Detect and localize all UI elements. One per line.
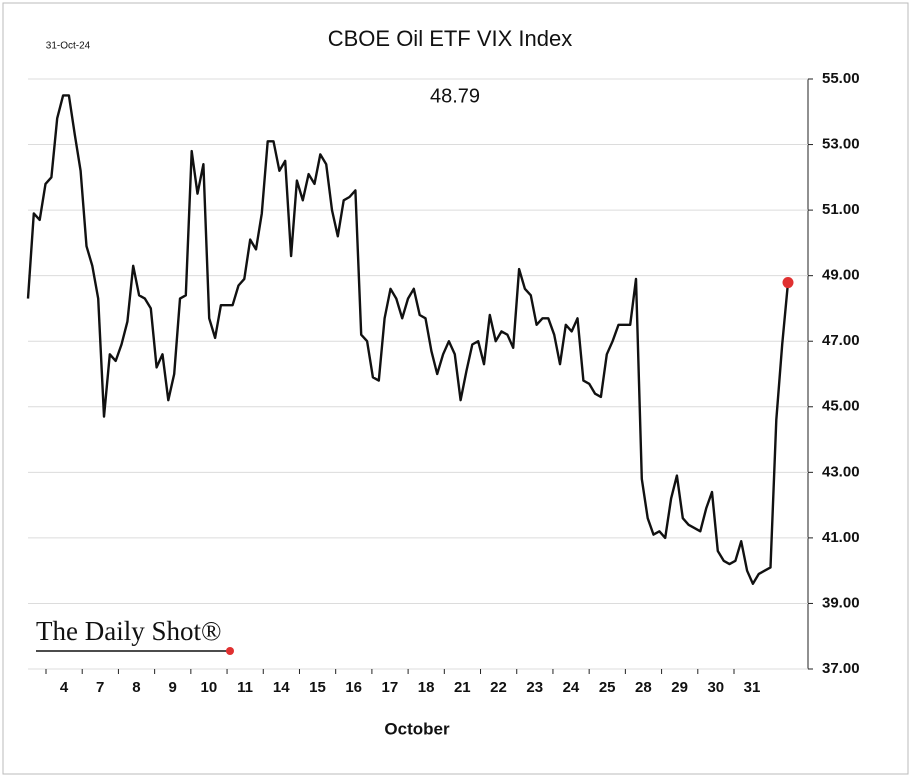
x-tick-label: 7 — [96, 679, 104, 696]
x-tick-label: 24 — [563, 679, 580, 696]
y-tick-label: 37.00 — [822, 660, 860, 677]
x-tick-label: 14 — [273, 679, 290, 696]
last-value: 48.79 — [430, 85, 480, 107]
y-tick-label: 47.00 — [822, 332, 860, 349]
x-tick-label: 18 — [418, 679, 435, 696]
source-logo: The Daily Shot® — [36, 616, 222, 646]
x-tick-label: 15 — [309, 679, 326, 696]
y-tick-label: 51.00 — [822, 201, 860, 218]
x-tick-label: 4 — [60, 679, 69, 696]
date: 31-Oct-24 — [46, 41, 91, 52]
x-tick-label: 21 — [454, 679, 471, 696]
x-tick-label: 23 — [526, 679, 543, 696]
y-tick-label: 43.00 — [822, 463, 860, 480]
x-axis-label: October — [384, 719, 450, 738]
series-line — [26, 94, 790, 585]
x-tick-label: 9 — [168, 679, 176, 696]
logo-dot — [226, 647, 234, 655]
x-tick-label: 17 — [382, 679, 399, 696]
x-tick-label: 29 — [671, 679, 688, 696]
y-tick-label: 39.00 — [822, 594, 860, 611]
x-tick-label: 28 — [635, 679, 652, 696]
y-tick-label: 45.00 — [822, 398, 860, 415]
y-tick-label: 41.00 — [822, 529, 860, 546]
y-tick-label: 53.00 — [822, 136, 860, 153]
x-tick-label: 22 — [490, 679, 507, 696]
last-point — [782, 277, 794, 289]
x-tick-label: 31 — [744, 679, 761, 696]
x-tick-label: 8 — [132, 679, 140, 696]
chart-title: CBOE Oil ETF VIX Index — [328, 26, 573, 51]
y-tick-label: 55.00 — [822, 70, 860, 87]
x-tick-label: 11 — [237, 679, 253, 696]
x-tick-label: 25 — [599, 679, 616, 696]
x-tick-label: 16 — [345, 679, 362, 696]
x-tick-label: 10 — [200, 679, 217, 696]
x-tick-label: 30 — [707, 679, 724, 696]
y-tick-label: 49.00 — [822, 267, 860, 284]
